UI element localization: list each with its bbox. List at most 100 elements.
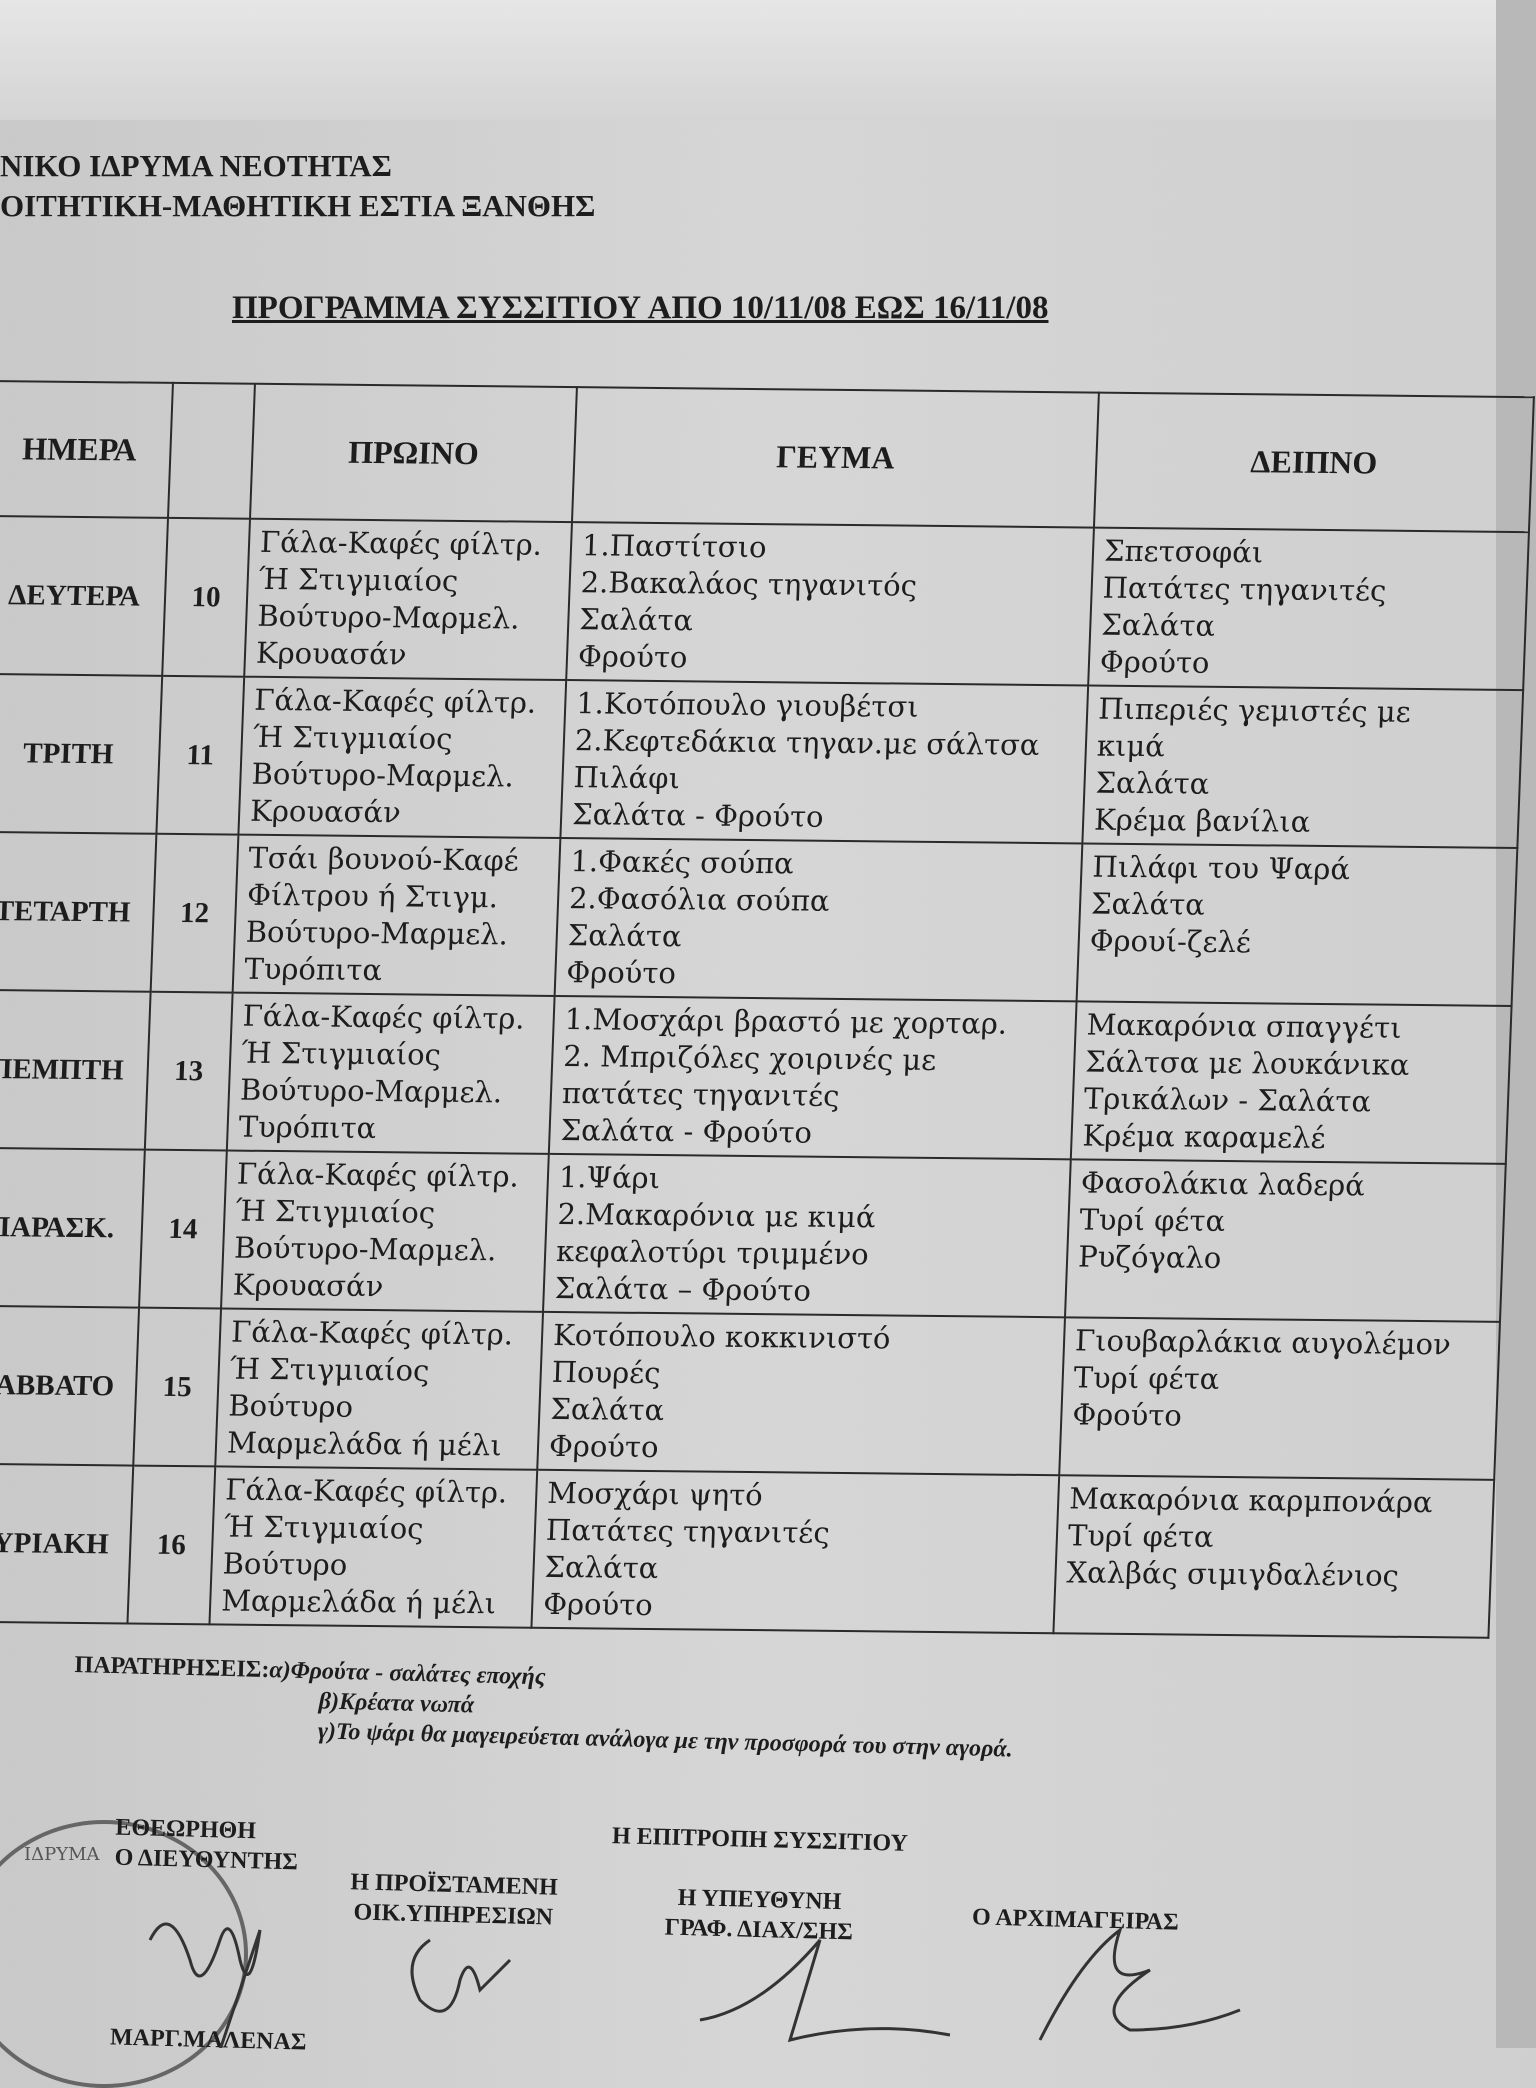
lunch-cell: 1.Φακές σούπα 2.Φασόλια σούπα Σαλάτα Φρούτο [554, 837, 1083, 1002]
column-header: ΔΕΙΠΝΟ [1093, 392, 1534, 533]
menu-item: Σαλάτα [549, 1391, 665, 1428]
menu-item: Ή Στιγμιαίος [252, 719, 454, 756]
org-line-1: ΝΙΚΟ ΙΔΡΥΜΑ ΝΕΟΤΗΤΑΣ [0, 148, 392, 183]
dinner-cell: Πιλάφι του Ψαρά Σαλάτα Φρουί-ζελέ [1076, 843, 1518, 1006]
menu-item: Τυρί φέτα [1067, 1518, 1215, 1554]
menu-item: Κοτόπουλο κοκκινιστό [552, 1317, 892, 1356]
menu-item: Σαλάτα - Φρούτο [560, 1113, 813, 1150]
menu-item: Μακαρόνια καρμπονάρα [1068, 1481, 1434, 1520]
menu-item: Σπετσοφάι [1103, 533, 1264, 570]
dinner-cell: Μακαρόνια καρμπονάρα Τυρί φέτα Χαλβάς σιμι… [1053, 1475, 1495, 1638]
breakfast-cell: Γάλα-Καφές φίλτρ. Ή Στιγμιαίος Βούτυρο Μαρμ… [215, 1308, 544, 1470]
menu-item: 1.Φακές σούπα [569, 844, 795, 881]
date-cell: 10 [162, 517, 251, 677]
breakfast-cell: Τσάι βουνού-Καφέ Φίλτρου ή Στιγμ. Βούτυρο-… [232, 834, 561, 996]
note-a: α)Φρούτα - σαλάτες εποχής [269, 1657, 546, 1691]
menu-item: Γάλα-Καφές φίλτρ. [259, 524, 543, 562]
approved-label: ΕΘΕΩΡΗΘΗ [115, 1814, 257, 1845]
date-cell: 12 [150, 833, 239, 993]
background-edge [1496, 0, 1536, 2048]
handwritten-signatures [148, 1922, 1241, 2048]
column-header: ΗΜΕΡΑ [0, 381, 173, 518]
menu-item: Σαλάτα [1090, 886, 1206, 922]
menu-item: Μακαρόνια σπαγγέτι [1086, 1007, 1403, 1045]
menu-item: Ή Στιγμιαίος [240, 1035, 442, 1072]
menu-item: Βούτυρο [227, 1388, 354, 1424]
menu-item: Ρυζόγαλο [1077, 1239, 1222, 1275]
menu-item: Σαλάτα [1094, 765, 1210, 801]
menu-item: Βούτυρο-Μαρμελ. [251, 756, 515, 794]
menu-item: Τυρί φέτα [1078, 1202, 1226, 1238]
column-header: ΠΡΩΙΝΟ [250, 383, 577, 523]
menu-item: Φρούτο [1099, 644, 1211, 680]
lunch-cell: 1.Μοσχάρι βραστό με χορταρ. 2. Μπριζόλες … [548, 995, 1077, 1160]
menu-item: Κρέμα βανίλια [1093, 802, 1311, 839]
breakfast-cell: Γάλα-Καφές φίλτρ. Ή Στιγμιαίος Βούτυρο-Μαρ… [221, 1150, 549, 1312]
lunch-cell: 1.Παστίτσιο 2.Βακαλάος τηγανιτός Σαλάτα Φρο… [566, 522, 1094, 686]
menu-item: Πιπεριές γεμιστές με [1097, 691, 1412, 729]
menu-item: Σάλτσα με λουκάνικα [1084, 1044, 1411, 1082]
menu-item: Πιλάφι του Ψαρά [1091, 849, 1351, 887]
table-row: ΤΕΤΑΡΤΗ 12 Τσάι βουνού-Καφέ Φίλτρου ή Στιγμ… [0, 831, 1518, 1006]
menu-item: Πατάτες τηγανιτές [1102, 570, 1388, 608]
table-row: ΣΑΒΒΑΤΟ 15 Γάλα-Καφές φίλτρ. Ή Στιγμιαίος Βο… [0, 1305, 1500, 1480]
menu-item: Βούτυρο [222, 1546, 348, 1582]
menu-item: Γάλα-Καφές φίλτρ. [236, 1156, 520, 1194]
menu-item: Πατάτες τηγανιτές [545, 1512, 831, 1550]
menu-item: 2.Κεφτεδάκια τηγαν.με σάλτσα [574, 723, 1041, 763]
menu-item: Φρούτο [577, 639, 689, 675]
document-title: ΠΡΟΓΡΑΜΜΑ ΣΥΣΣΙΤΙΟΥ ΑΠΟ 10/11/08 ΕΩΣ 16/… [232, 290, 1049, 326]
breakfast-cell: Γάλα-Καφές φίλτρ. Ή Στιγμιαίος Βούτυρο-Μαρ… [238, 676, 567, 838]
menu-item: Κρουασάν [232, 1267, 384, 1304]
signature-approved: ΕΘΕΩΡΗΘΗ Ο ΔΙΕΥΘΥΝΤΗΣ [114, 1813, 299, 1878]
committee-label: Η ΕΠΙΤΡΟΠΗ ΣΥΣΣΙΤΙΟΥ [611, 1823, 909, 1857]
breakfast-cell: Γάλα-Καφές φίλτρ. Ή Στιγμιαίος Βούτυρο Μαρμ… [209, 1466, 538, 1628]
menu-item: Γάλα-Καφές φίλτρ. [253, 682, 537, 720]
table-row: ΔΕΥΤΕΡΑ 10 Γάλα-Καφές φίλτρ. Ή Στιγμιαίος Βο… [0, 515, 1529, 691]
column-header [168, 382, 255, 519]
menu-item: Φασολάκια λαδερά [1080, 1165, 1366, 1203]
day-cell: ΤΕΤΑΡΤΗ [0, 831, 157, 992]
menu-item: 1.Ψάρι [558, 1160, 661, 1196]
menu-item: Μαρμελάδα ή μέλι [220, 1583, 497, 1621]
table-row: ΚΥΡΙΑΚΗ 16 Γάλα-Καφές φίλτρ. Ή Στιγμιαίος Βο… [0, 1463, 1495, 1638]
table-row: ΠΑΡΑΣΚ. 14 Γάλα-Καφές φίλτρ. Ή Στιγμιαίος Βο… [0, 1147, 1506, 1322]
lunch-cell: Μοσχάρι ψητό Πατάτες τηγανιτές Σαλάτα Φρούτ… [531, 1469, 1060, 1634]
menu-item: Βούτυρο-Μαρμελ. [245, 914, 509, 952]
day-cell: ΚΥΡΙΑΚΗ [0, 1463, 134, 1624]
column-header: ΓΕΥΜΑ [571, 387, 1099, 528]
menu-item: Σαλάτα [567, 918, 683, 954]
date-cell: 11 [156, 675, 245, 835]
breakfast-cell: Γάλα-Καφές φίλτρ. Ή Στιγμιαίος Βούτυρο-Μαρ… [226, 992, 555, 1154]
menu-item: Ή Στιγμιαίος [235, 1193, 436, 1230]
notes: ΠΑΡΑΤΗΡΗΣΕΙΣ:α)Φρούτα - σαλάτες εποχής β… [73, 1650, 1015, 1765]
org-line-2: ΟΙΤΗΤΙΚΗ-ΜΑΘΗΤΙΚΗ ΕΣΤΙΑ ΞΑΝΘΗΣ [0, 188, 596, 223]
day-cell: ΠΑΡΑΣΚ. [0, 1147, 145, 1308]
menu-item: Σαλάτα [578, 602, 694, 638]
table-row: ΠΕΜΠΤΗ 13 Γάλα-Καφές φίλτρ. Ή Στιγμιαίος Βού… [0, 989, 1512, 1164]
menu-item: 2.Φασόλια σούπα [568, 881, 831, 918]
background-top [0, 0, 1536, 120]
menu-item: Φρούτο [548, 1428, 660, 1465]
menu-item: κιμά [1096, 728, 1166, 764]
menu-item: Φρούτο [542, 1586, 654, 1623]
stamp-text: ΙΔΡΥΜΑ [24, 1844, 100, 1865]
date-cell: 14 [139, 1149, 227, 1309]
dinner-cell: Φασολάκια λαδερά Τυρί φέτα Ρυζόγαλο [1064, 1159, 1506, 1322]
table-row: ΤΡΙΤΗ 11 Γάλα-Καφές φίλτρ. Ή Στιγμιαίος Βούτ… [0, 673, 1524, 849]
date-cell: 15 [133, 1307, 222, 1467]
menu-item: 1.Μοσχάρι βραστό με χορταρ. [564, 1002, 1008, 1041]
menu-item: 2.Μακαρόνια με κιμά [556, 1196, 877, 1235]
dinner-cell: Πιπεριές γεμιστές με κιμά Σαλάτα Κρέμα βανί… [1082, 685, 1524, 849]
menu-item: Γάλα-Καφές φίλτρ. [242, 998, 526, 1036]
menu-item: 1.Παστίτσιο [581, 528, 768, 565]
menu-item: Πιλάφι [573, 760, 681, 796]
menu-item: Ή Στιγμιαίος [258, 561, 459, 598]
menu-item: Γιουβαρλάκια αυγολέμον [1074, 1323, 1452, 1362]
menu-item: 1.Κοτόπουλο γιουβέτσι [575, 686, 920, 724]
menu-item: Τυρόπιτα [243, 951, 383, 988]
breakfast-cell: Γάλα-Καφές φίλτρ. Ή Στιγμιαίος Βούτυρο-Μαρ… [244, 518, 572, 681]
menu-item: Τρικάλων - Σαλάτα [1083, 1081, 1372, 1119]
menu-item: Κρέμα καραμελέ [1082, 1118, 1327, 1156]
lunch-cell: Κοτόπουλο κοκκινιστό Πουρές Σαλάτα Φρούτο [537, 1311, 1065, 1476]
